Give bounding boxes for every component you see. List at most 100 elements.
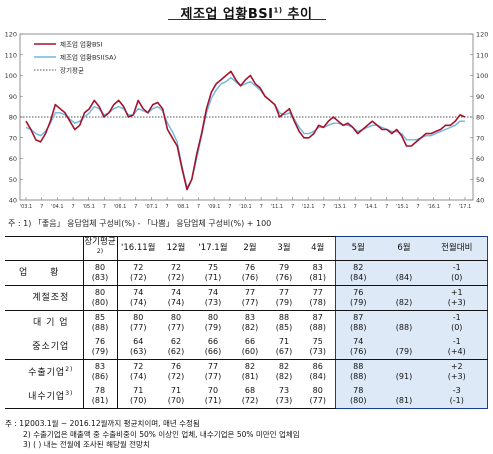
cell-forecast: (0) — [451, 322, 463, 332]
cell-forecast: (72) — [241, 395, 259, 405]
y-tick-label-left: 120 — [5, 31, 17, 39]
x-tick-label: 7 — [228, 204, 231, 210]
footnote-1: 주 : 1) 2003.1월 ~ 2016.12월까지 평균치이며, 매년 수정… — [5, 419, 200, 428]
cell-forecast: (82) — [395, 297, 413, 307]
table-cell: (82) — [381, 285, 427, 311]
footnote-2: 2) 수출기업은 매출액 중 수출비중이 50% 이상인 업체, 내수기업은 5… — [23, 429, 300, 439]
table-cell: 62 (62) — [159, 334, 193, 360]
chart-footnote: 주 : 1) 「좋음」 응답업체 구성비(%) - 「나쁨」 응답업체 구성비(… — [8, 219, 272, 228]
cell-forecast: (79) — [204, 322, 222, 332]
table-row: 내수기업3) 78 (81) 71 (70) 71 (70) 70 (71) 68 (72) 73 (7… — [5, 383, 488, 409]
cell-actual: 76 — [353, 287, 364, 297]
x-tick-label: '04.1 — [51, 204, 64, 210]
table-cell: 72 (72) — [159, 260, 193, 286]
header-col: '16.11월 — [117, 236, 159, 261]
cell-actual: 77 — [207, 361, 219, 371]
x-tick-label: 7 — [322, 204, 325, 210]
x-tick-label: '12.1 — [302, 204, 315, 210]
table-cell: (91) — [381, 359, 427, 384]
x-tick-label: 7 — [416, 204, 419, 210]
x-tick-label: '17.1 — [459, 204, 472, 210]
table-cell: 77 (77) — [193, 359, 233, 384]
y-tick-label-right: 120 — [476, 31, 488, 39]
cell-forecast: (63) — [130, 346, 147, 356]
cell-forecast: (78) — [309, 297, 326, 307]
cell-forecast: (81) — [241, 371, 259, 381]
cell-forecast: (77) — [204, 371, 222, 381]
row-label: 내수기업3) — [5, 383, 83, 409]
y-tick-label-left: 60 — [9, 155, 17, 163]
cell-actual: 71 — [278, 336, 290, 346]
table-cell: 72 (72) — [117, 260, 159, 286]
row-label: 계절조정 — [5, 285, 83, 311]
cell-actual: 82 — [244, 361, 256, 371]
x-tick-label: 7 — [197, 204, 200, 210]
x-tick-label: '06.1 — [114, 204, 127, 210]
cell-actual: 62 — [170, 336, 182, 346]
table-body: 업 황 80 (83) 72 (72) 72 (72) 75 (71) 76 (76) 79 (76) 8… — [5, 260, 488, 409]
x-tick-label: 7 — [166, 204, 169, 210]
cell-actual: 77 — [312, 287, 323, 297]
cell-forecast: (86) — [91, 371, 109, 381]
cell-actual: 77 — [244, 287, 256, 297]
header-long-term-avg: 장기평균2) — [82, 236, 118, 261]
table-cell: 87 (88) — [334, 310, 381, 335]
cell-forecast: (79) — [91, 346, 109, 356]
series-line-bsi-sa — [25, 76, 465, 189]
x-tick-label: '15.1 — [396, 204, 409, 210]
x-tick-label: '08.1 — [177, 204, 190, 210]
cell-forecast: (79) — [275, 297, 293, 307]
cell-forecast: (62) — [167, 346, 185, 356]
cell-actual: 76 — [94, 336, 106, 346]
row-label: 수출기업2) — [28, 366, 74, 379]
table-cell: 80 (83) — [82, 260, 118, 286]
cell-forecast: (88) — [350, 322, 367, 332]
x-tick-label: '16.1 — [427, 204, 440, 210]
table-cell: 82 (81) — [233, 359, 267, 384]
cell-actual: 66 — [207, 336, 219, 346]
cell-forecast: (70) — [130, 395, 147, 405]
cell-forecast: (60) — [241, 346, 259, 356]
header-col: '17.1월 — [193, 236, 233, 261]
x-tick-label: 7 — [40, 204, 43, 210]
table-cell: -1 (0) — [427, 310, 488, 335]
cell-forecast: (+3) — [447, 297, 466, 307]
table-cell: 80 (79) — [193, 310, 233, 335]
cell-forecast: (71) — [204, 272, 222, 282]
cell-forecast: (77) — [309, 395, 326, 405]
x-tick-label: '13.1 — [333, 204, 346, 210]
header-col: 4월 — [301, 236, 335, 261]
cell-actual: 66 — [244, 336, 256, 346]
y-tick-label-left: 100 — [5, 72, 17, 80]
cell-actual: 88 — [353, 361, 364, 371]
cell-forecast: (81) — [309, 272, 326, 282]
table-cell: 78 (81) — [82, 383, 118, 409]
cell-actual — [381, 288, 427, 298]
table-cell: 75 (73) — [301, 334, 335, 360]
table-row: 대 기 업 85 (88) 80 (77) 80 (77) 80 (79) 83 (82) 88 (85… — [5, 310, 488, 335]
table-cell: (79) — [381, 334, 427, 360]
cell-actual: 80 — [207, 312, 219, 322]
x-tick-label: '10.1 — [239, 204, 252, 210]
cell-forecast: (88) — [350, 371, 367, 381]
cell-actual: 87 — [312, 312, 323, 322]
cell-forecast: (73) — [275, 395, 293, 405]
legend-label: 제조업 업황BSI — [60, 40, 102, 49]
cell-actual: -3 — [452, 385, 461, 395]
table-cell: 66 (66) — [193, 334, 233, 360]
row-label: 대 기 업 — [32, 317, 69, 328]
cell-forecast: (80) — [350, 395, 367, 405]
header-col: 2월 — [233, 236, 267, 261]
cell-actual: 82 — [278, 361, 290, 371]
cell-actual: -1 — [452, 336, 461, 346]
cell-actual: 72 — [133, 262, 144, 272]
table-cell: 71 (70) — [117, 383, 159, 409]
cell-forecast: (76) — [241, 272, 259, 282]
cell-actual — [381, 362, 427, 372]
cell-forecast: (88) — [91, 322, 109, 332]
table-cell: 88 (85) — [267, 310, 301, 335]
bsi-table: 장기평균2) '16.11월 12월 '17.1월 2월 3월 4월 5월 6월… — [5, 236, 488, 409]
y-tick-label-left: 40 — [9, 197, 17, 205]
cell-forecast: (0) — [451, 272, 463, 282]
table-cell: 76 (72) — [159, 359, 193, 384]
